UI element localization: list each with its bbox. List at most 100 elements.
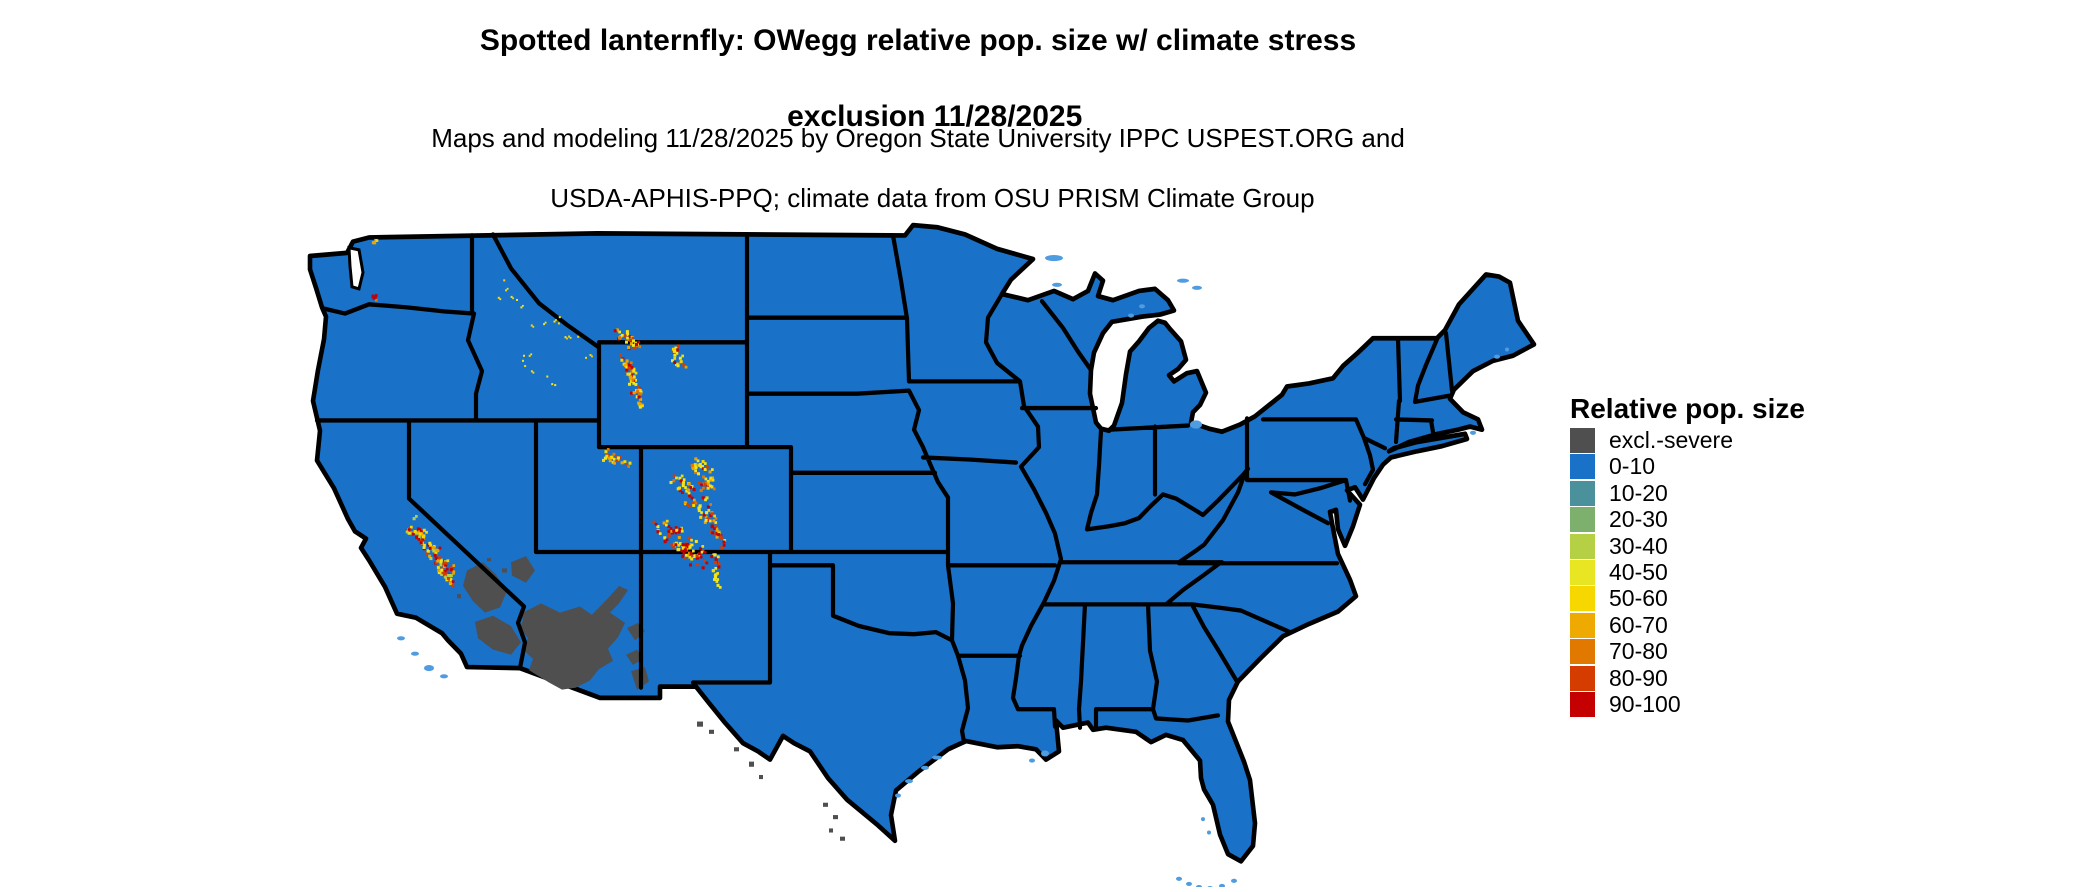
legend-row: 60-70 [1570,611,1805,638]
exclusion-patch-mogollon-rim [580,585,628,637]
island-speck [905,779,913,784]
speckle-cluster-washington-cascades [371,294,378,302]
legend-row: 50-60 [1570,585,1805,612]
island-speck [397,636,405,641]
exclusion-speck [749,761,754,767]
speckle-cluster-colorado-central [669,474,718,525]
legend-label: 40-50 [1609,558,1668,585]
exclusion-speck [840,836,845,841]
legend-label: excl.-severe [1609,427,1733,453]
island-speck [411,651,419,656]
subtitle-line2: USDA-APHIS-PPQ; climate data from OSU PR… [550,183,1315,213]
island-speck [440,674,448,679]
legend-label: 30-40 [1609,532,1668,559]
exclusion-layer [457,556,845,841]
state-borders [314,232,1455,745]
legend-swatch-icon [1570,612,1595,638]
exclusion-patch-se-california-2 [475,615,521,655]
exclusion-patch-se-california-1 [463,562,507,613]
island-speck [1201,817,1205,822]
puget-sound-inlet [347,245,365,291]
island-speck [1052,282,1062,287]
island-speck [1128,313,1134,318]
legend-swatch-icon [1570,586,1595,612]
island-speck [1190,420,1202,429]
title-line1: Spotted lanternfly: OWegg relative pop. … [479,24,1357,57]
exclusion-speck [457,594,461,599]
island-speck [1470,430,1476,435]
legend-label: 10-20 [1609,479,1668,506]
exclusion-speck [487,558,491,562]
exclusion-patch-nw-arizona [511,556,535,583]
subtitle: Maps and modeling 11/28/2025 by Oregon S… [0,123,1836,243]
speckle-cluster-colorado-east [709,524,727,550]
island-speck [1207,830,1211,835]
legend-row: 80-90 [1570,664,1805,691]
legend-label: 0-10 [1609,453,1656,480]
legend-label: 50-60 [1609,585,1668,612]
island-speck [1505,347,1509,352]
title-line2: exclusion 11/28/2025 [787,100,1083,133]
island-speck [1176,876,1182,881]
exclusion-patch-arizona-main [520,603,625,690]
speckle-cluster-wyoming-bighorn [671,344,688,369]
exclusion-speck [833,815,838,820]
speckle-cluster-wyoming-wind-river [619,353,644,409]
legend-row: 0-10 [1570,453,1805,480]
exclusion-speck [502,568,507,573]
legend-rows: excl.-severe 0-10 10-20 20-30 30-40 40-50 50-6… [1570,428,1805,717]
exclusion-speck [759,774,763,780]
exclusion-speck [823,802,828,807]
legend-label: 20-30 [1609,506,1668,533]
land-silhouette [307,222,1537,864]
legend-row: 70-80 [1570,639,1805,665]
legend-label: 90-100 [1609,690,1681,717]
legend-swatch-icon [1570,454,1595,480]
island-speck [1186,881,1192,886]
exclusion-speck [709,729,714,734]
exclusion-speck [829,828,833,833]
island-speck [424,665,434,672]
speckle-cluster-washington-north [371,238,379,245]
exclusion-speck [697,721,703,727]
island-speck [932,755,942,760]
exclusion-speck [734,747,739,752]
legend: Relative pop. size excl.-severe 0-10 10-20… [1570,392,1805,718]
legend-row: 40-50 [1570,558,1805,585]
speckle-cluster-idaho-scatter [522,353,557,387]
speckle-layer [371,238,727,589]
exclusion-speck [477,578,482,583]
legend-swatch-icon [1570,559,1595,585]
page-title: Spotted lanternfly: OWegg relative pop. … [0,22,1836,174]
speckle-cluster-montana-scatter [530,316,593,359]
legend-title: Relative pop. size [1570,393,1805,424]
island-speck [1029,758,1035,763]
island-speck [1139,304,1145,309]
legend-label: 80-90 [1609,664,1668,691]
legend-swatch-icon [1570,533,1595,559]
island-speck [895,793,901,798]
speckle-cluster-colorado-north [690,457,716,491]
legend-swatch-icon [1570,480,1595,506]
speckle-cluster-colorado-southeast [710,553,721,569]
island-speck [1045,254,1063,262]
legend-row: 90-100 [1570,690,1805,717]
legend-label: 60-70 [1609,611,1668,638]
island-speck [1177,278,1189,283]
speckle-cluster-new-mexico-north [711,566,722,589]
island-speck [921,765,929,770]
island-speck [1192,285,1202,290]
legend-row: excl.-severe [1570,428,1805,453]
island-speck [1219,883,1225,887]
island-speck [1494,354,1500,359]
islands-layer [397,254,1509,887]
island-speck [1207,885,1213,887]
legend-swatch-icon [1570,691,1595,717]
speckle-cluster-wyoming-absaroka [613,328,641,351]
legend-swatch-icon [1570,507,1595,533]
speckle-cluster-uinta-mountains [602,447,632,468]
speckle-cluster-sierra-nevada [405,514,456,587]
speckle-cluster-montana-west [497,279,524,309]
subtitle-line1: Maps and modeling 11/28/2025 by Oregon S… [431,123,1405,153]
